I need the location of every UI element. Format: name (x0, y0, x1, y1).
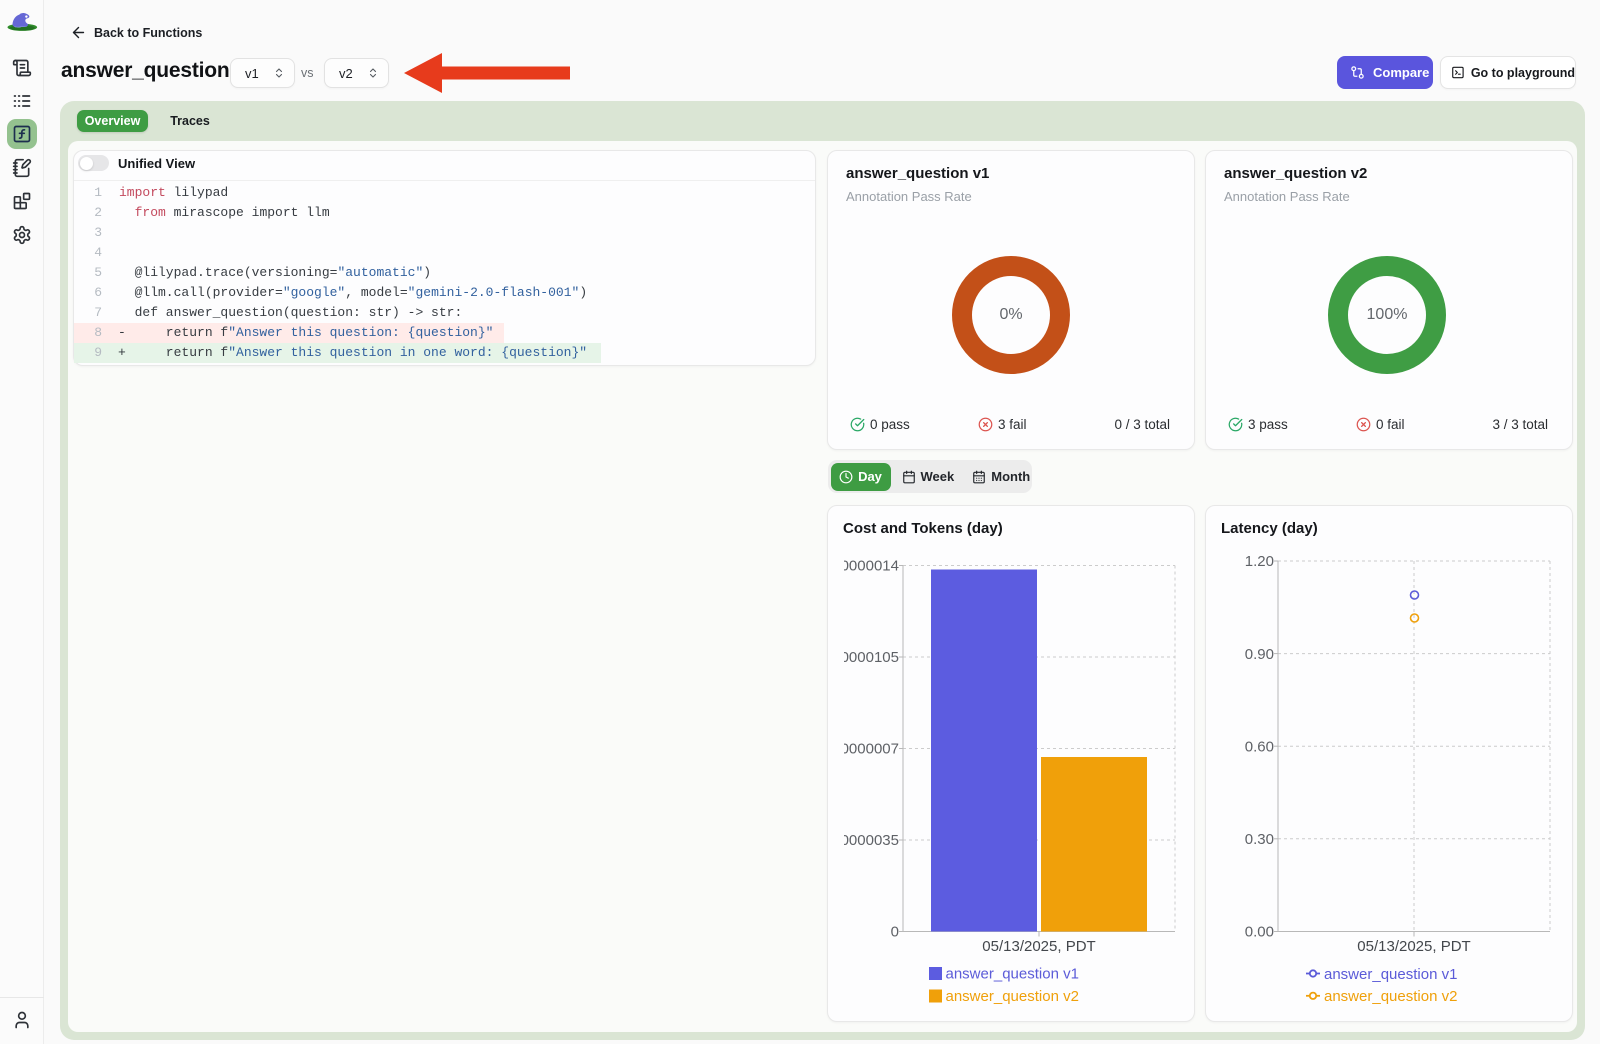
svg-text:0.90: 0.90 (1245, 646, 1274, 663)
svg-text:answer_question v2: answer_question v2 (1324, 988, 1457, 1005)
svg-text:answer_question v2: answer_question v2 (946, 988, 1079, 1005)
svg-text:1.20: 1.20 (1245, 553, 1274, 570)
svg-text:Cost and Tokens (day): Cost and Tokens (day) (843, 520, 1003, 537)
svg-text:0000007: 0000007 (841, 741, 899, 758)
svg-text:0.00: 0.00 (1245, 924, 1274, 941)
svg-text:0000014: 0000014 (841, 558, 899, 575)
svg-text:0000035: 0000035 (841, 832, 899, 849)
svg-text:0000105: 0000105 (841, 649, 899, 666)
svg-text:0: 0 (891, 924, 899, 941)
svg-text:0.60: 0.60 (1245, 738, 1274, 755)
svg-text:05/13/2025, PDT: 05/13/2025, PDT (982, 938, 1095, 955)
svg-text:Latency (day): Latency (day) (1221, 520, 1318, 537)
svg-text:answer_question v1: answer_question v1 (946, 966, 1079, 983)
svg-text:05/13/2025, PDT: 05/13/2025, PDT (1357, 938, 1470, 955)
svg-text:0.30: 0.30 (1245, 831, 1274, 848)
svg-text:answer_question v1: answer_question v1 (1324, 966, 1457, 983)
